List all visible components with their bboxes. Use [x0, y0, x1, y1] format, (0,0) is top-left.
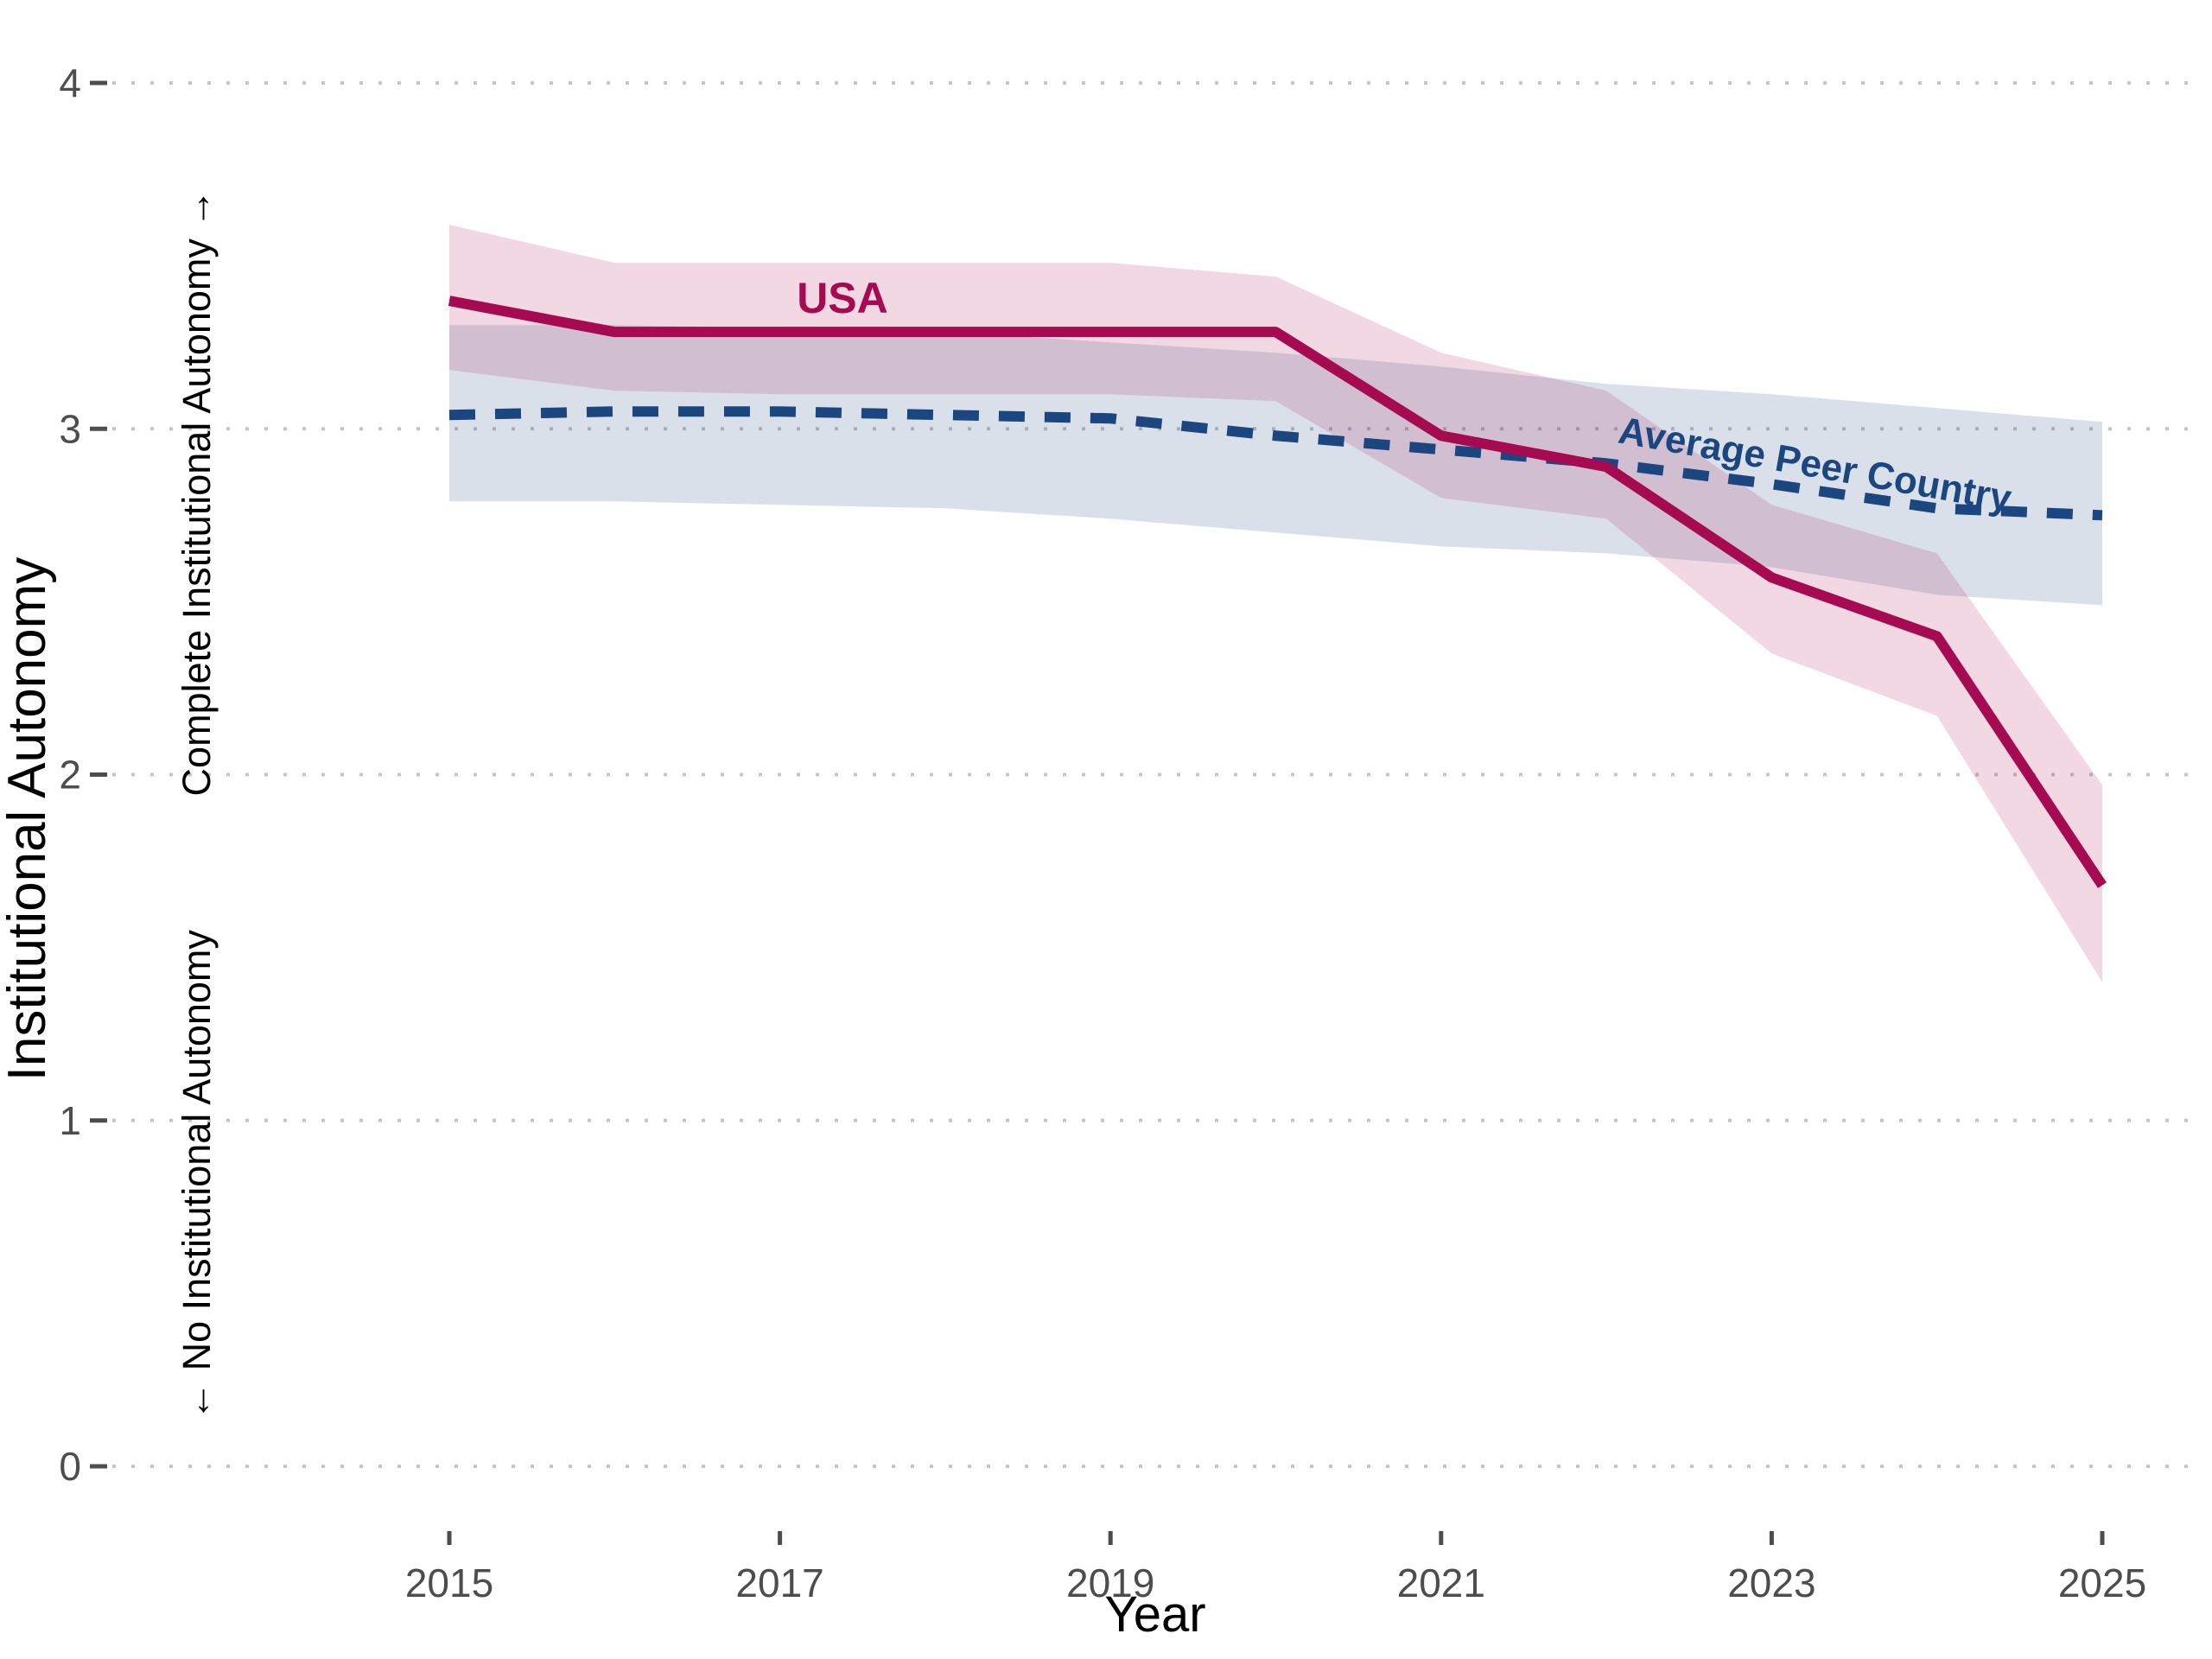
x-tick-label-2019: 2019: [1066, 1560, 1154, 1605]
y-axis-title: Institutional Autonomy: [0, 557, 57, 1082]
data-lines: [448, 296, 2107, 888]
axis-ticks: [90, 80, 2105, 1545]
x-tick-label-2015: 2015: [405, 1560, 493, 1605]
line-peer: [448, 406, 2103, 521]
x-tick-label-2017: 2017: [735, 1560, 823, 1605]
complete-autonomy-annotation: Complete Institutional Autonomy →: [175, 189, 219, 797]
line-usa: [448, 296, 2107, 888]
confidence-bands: [449, 225, 2102, 982]
y-tick-label-3: 3: [59, 406, 81, 451]
axis-tick-labels: 0 1 2 3 4 2015 2017 2019 2021 2023 2025: [59, 60, 2146, 1605]
x-tick-label-2023: 2023: [1727, 1560, 1815, 1605]
no-autonomy-annotation: ← No Institutional Autonomy: [175, 930, 219, 1421]
y-tick-label-4: 4: [59, 60, 81, 105]
confidence-band-peer: [449, 325, 2102, 606]
y-tick-label-1: 1: [59, 1098, 81, 1143]
x-tick-label-2025: 2025: [2058, 1560, 2146, 1605]
x-tick-label-2021: 2021: [1397, 1560, 1485, 1605]
confidence-band-usa: [449, 225, 2102, 982]
y-tick-label-0: 0: [59, 1444, 81, 1489]
usa-series-label: USA: [797, 274, 888, 322]
y-tick-label-2: 2: [59, 753, 81, 798]
x-axis-title: Year: [1104, 1586, 1205, 1643]
